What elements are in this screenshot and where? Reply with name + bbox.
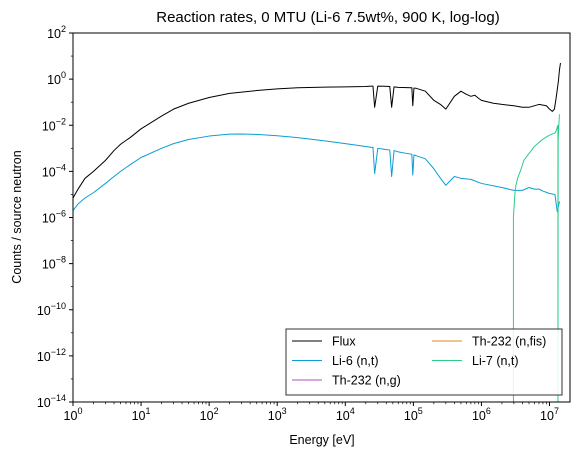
y-tick-label: 10−8 bbox=[42, 255, 66, 272]
series-line-li-7-n-t bbox=[512, 114, 560, 402]
legend-label-flux: Flux bbox=[332, 335, 356, 349]
chart-title: Reaction rates, 0 MTU (Li-6 7.5wt%, 900 … bbox=[156, 9, 499, 26]
legend-label-li-7-n-t: Li-7 (n,t) bbox=[472, 354, 519, 368]
y-tick-label: 102 bbox=[47, 24, 66, 41]
x-tick-label: 104 bbox=[336, 406, 355, 423]
x-tick-label: 101 bbox=[132, 406, 151, 423]
y-tick-label: 10−2 bbox=[42, 116, 66, 133]
x-tick-label: 103 bbox=[268, 406, 287, 423]
series-layer bbox=[73, 62, 561, 402]
x-axis-ticks: 100 101 102 103 104 105 106 107 bbox=[64, 402, 559, 423]
x-tick-label: 102 bbox=[200, 406, 219, 423]
legend-label-th-232-n-fis: Th-232 (n,fis) bbox=[472, 335, 546, 349]
legend-label-li-6-n-t: Li-6 (n,t) bbox=[332, 354, 379, 368]
x-tick-label: 105 bbox=[404, 406, 423, 423]
y-tick-label: 10−12 bbox=[37, 347, 66, 364]
y-tick-label: 10−10 bbox=[37, 301, 66, 318]
y-tick-label: 10−14 bbox=[37, 393, 66, 410]
legend-box bbox=[285, 328, 563, 396]
x-axis-label: Energy [eV] bbox=[289, 433, 354, 447]
y-tick-label: 100 bbox=[47, 70, 66, 87]
y-tick-label: 10−4 bbox=[42, 162, 66, 179]
y-axis-label: Counts / source neutron bbox=[10, 150, 24, 283]
legend-label-th-232-n-g: Th-232 (n,g) bbox=[332, 374, 401, 388]
series-line-li-6-n-t bbox=[73, 133, 560, 213]
x-tick-label: 106 bbox=[472, 406, 491, 423]
y-axis-ticks: 10−14 10−12 10−10 10−8 10−6 10−4 10−2 100 102 bbox=[37, 24, 73, 410]
y-tick-label: 10−6 bbox=[42, 209, 66, 226]
legend: Flux Li-6 (n,t) Th-232 (n,g) Th-232 (n,fis)… bbox=[285, 328, 563, 396]
x-tick-label: 107 bbox=[540, 406, 559, 423]
series-line-flux bbox=[73, 62, 561, 199]
x-tick-label: 100 bbox=[64, 406, 83, 423]
